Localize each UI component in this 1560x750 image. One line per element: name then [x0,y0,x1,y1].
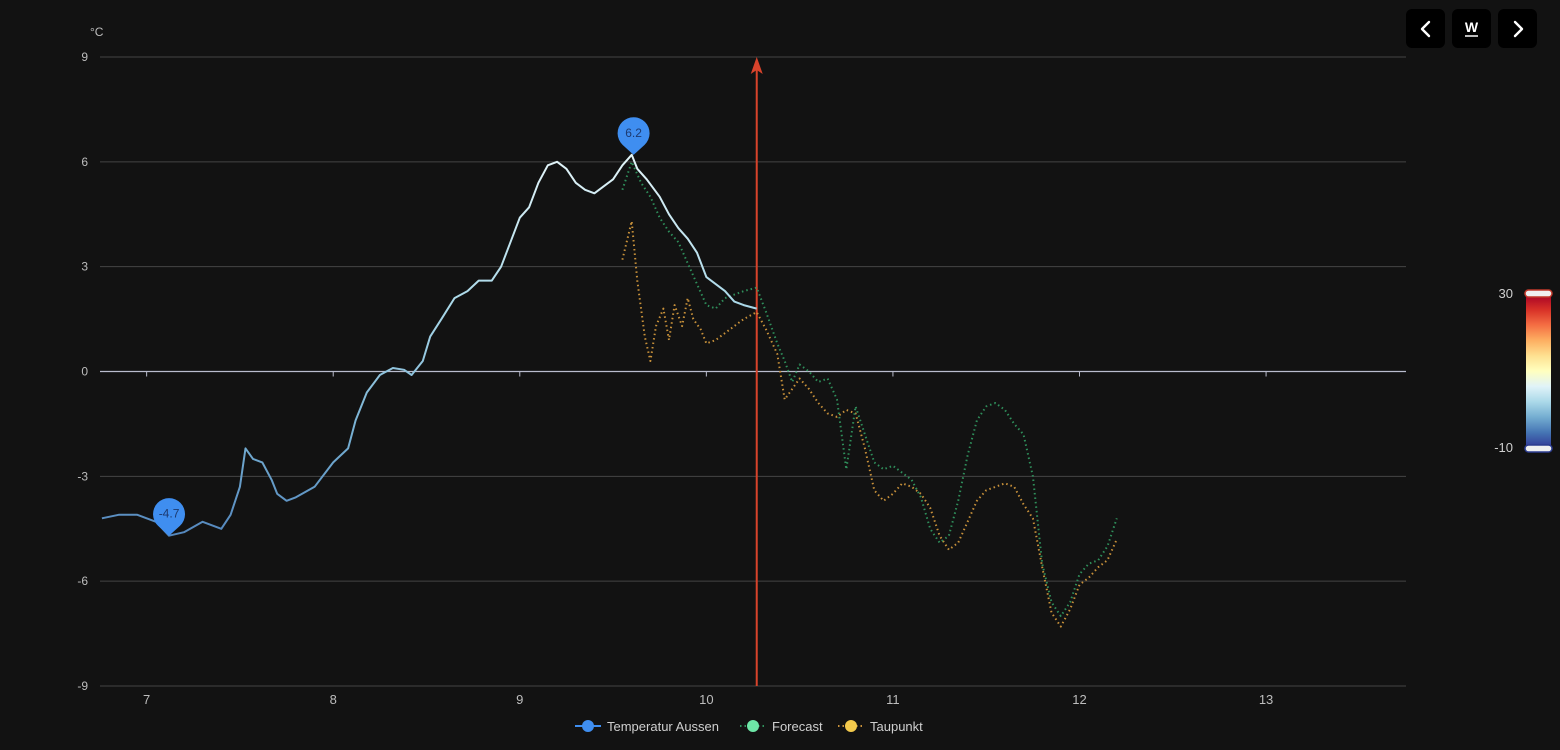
week-mode-label: W [1464,19,1479,37]
legend-label: Temperatur Aussen [607,719,719,734]
next-button[interactable] [1498,9,1537,48]
color-scale-bar [1526,294,1551,448]
x-tick-label: 13 [1259,692,1273,707]
series-line-temperatur-aussen [101,153,757,537]
legend-item: Taupunkt [838,719,923,734]
marker-label: 6.2 [625,126,642,140]
legend-symbol [582,720,594,732]
legend-item: Forecast [740,719,823,734]
legend-label: Taupunkt [870,719,923,734]
y-tick-label: -6 [77,574,88,588]
color-scale-min-label: -10 [1494,440,1513,455]
y-axis-unit: °C [90,25,104,39]
y-tick-label: -9 [77,679,88,693]
marker-label: -4.7 [159,507,180,521]
legend-label: Forecast [772,719,823,734]
x-tick-label: 10 [699,692,713,707]
value-marker: 6.2 [617,117,650,155]
y-tick-label: 3 [81,260,88,274]
color-scale-handle-max [1524,289,1553,298]
series-line-taupunkt [621,220,1118,628]
y-tick-label: 0 [81,365,88,379]
y-tick-label: 9 [81,50,88,64]
week-mode-button[interactable]: W [1452,9,1491,48]
color-scale-handle-min [1524,444,1553,453]
x-tick-label: 11 [886,692,900,707]
current-time-arrow [750,57,763,74]
marker-pin [153,498,186,536]
legend-symbol [845,720,857,732]
x-tick-label: 8 [330,692,337,707]
legend-symbol [747,720,759,732]
marker-pin [617,117,650,155]
y-tick-label: -3 [77,469,88,483]
prev-button[interactable] [1406,9,1445,48]
chevron-left-icon [1420,20,1430,37]
series-line-forecast [621,160,1118,618]
x-tick-label: 9 [516,692,523,707]
value-marker: -4.7 [153,498,186,536]
chevron-right-icon [1513,20,1523,37]
x-tick-label: 12 [1072,692,1086,707]
color-scale-max-label: 30 [1499,286,1513,301]
y-tick-label: 6 [81,155,88,169]
x-tick-label: 7 [143,692,150,707]
legend-item: Temperatur Aussen [575,719,719,734]
